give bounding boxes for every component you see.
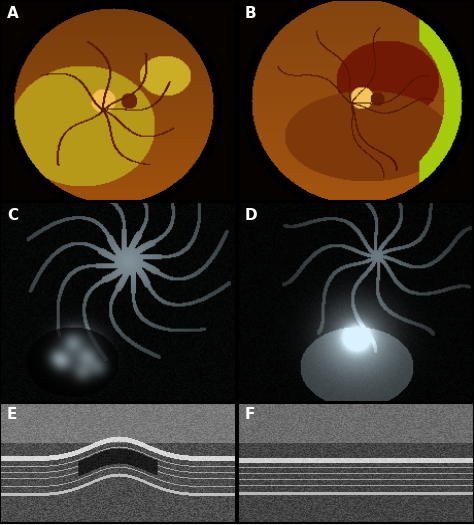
Text: E: E xyxy=(7,407,18,422)
Text: A: A xyxy=(7,6,19,21)
Text: B: B xyxy=(245,6,256,21)
Text: C: C xyxy=(7,207,18,223)
Text: D: D xyxy=(245,207,258,223)
Text: F: F xyxy=(245,407,255,422)
